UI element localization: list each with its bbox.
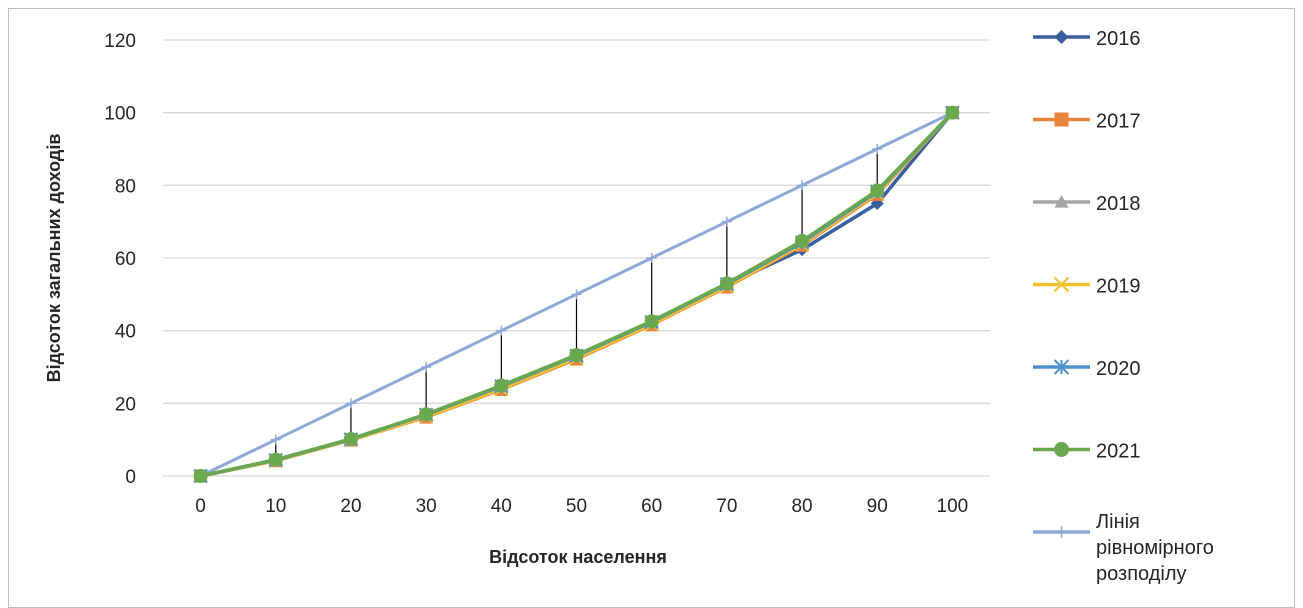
y-tick-label: 40: [115, 322, 136, 343]
y-tick-label: 80: [115, 176, 136, 197]
legend: 2016 2017 2018 2019 2020 2021 Лінія рівномірног…: [1033, 28, 1214, 585]
data-point-marker: [421, 362, 432, 372]
legend-label-line: розподілу: [1096, 563, 1187, 585]
legend-label-line: рівномірного: [1096, 537, 1214, 559]
y-tick-label: 100: [104, 104, 136, 125]
data-point-marker: [721, 216, 732, 227]
series-2021: [193, 105, 960, 483]
gap-lines: [275, 149, 878, 461]
data-point-marker: [1053, 359, 1070, 375]
legend-label: 2019: [1096, 276, 1141, 298]
y-tick-label: 60: [115, 249, 136, 270]
data-point-marker: [1054, 442, 1069, 457]
data-point-marker: [797, 180, 808, 191]
data-point-marker: [569, 348, 584, 363]
data-point-marker: [872, 144, 883, 154]
x-tick-label: 70: [716, 496, 737, 517]
x-tick-label: 30: [416, 496, 437, 517]
legend-item: 2019: [1033, 276, 1141, 298]
y-tick-label: 0: [125, 467, 136, 488]
x-tick-label: 20: [340, 496, 361, 517]
x-tick-label: 10: [265, 496, 286, 517]
data-point-marker: [343, 431, 358, 446]
y-tick-label: 120: [104, 31, 136, 52]
data-point-marker: [494, 378, 509, 393]
legend-label-line: Лінія: [1096, 511, 1140, 533]
legend-item: 2016: [1033, 28, 1141, 50]
legend-label: 2020: [1096, 358, 1141, 380]
data-point-marker: [419, 407, 434, 422]
data-point-marker: [571, 289, 582, 300]
legend-label: 2021: [1096, 441, 1141, 463]
x-tick-label: 40: [491, 496, 512, 517]
data-point-marker: [193, 469, 208, 483]
data-point-marker: [1054, 195, 1069, 208]
data-point-marker: [496, 325, 507, 336]
x-tick-label: 90: [867, 496, 888, 517]
y-tick-labels: 0 20 40 60 80 100 120: [104, 31, 136, 488]
data-point-marker: [644, 314, 659, 329]
lorenz-chart: 0 20 40 60 80 100 120 0 10 20 30 40 50 60 70 80 90 100 В…: [44, 28, 1214, 585]
legend-item: 2018: [1033, 193, 1141, 215]
x-tick-label: 60: [641, 496, 662, 517]
legend-item: 2017: [1033, 111, 1141, 133]
legend-item: Лінія рівномірного розподілу: [1033, 511, 1214, 585]
legend-item: 2021: [1033, 441, 1141, 463]
x-axis-title: Відсоток населення: [489, 547, 667, 567]
y-axis-title: Відсоток загальних доходів: [44, 134, 64, 383]
legend-item: 2020: [1033, 358, 1141, 380]
data-point-marker: [646, 253, 657, 263]
legend-label: Лінія рівномірного розподілу: [1096, 511, 1214, 585]
x-tick-label: 50: [566, 496, 587, 517]
series-lines: [193, 105, 960, 484]
series-лінія-рівномірного-розподілу: [195, 107, 958, 481]
data-point-marker: [270, 434, 281, 445]
x-tick-label: 0: [195, 496, 206, 517]
data-point-marker: [719, 276, 734, 291]
legend-label: 2017: [1096, 111, 1141, 133]
data-point-marker: [1054, 112, 1069, 127]
data-point-marker: [870, 183, 885, 198]
x-tick-label: 100: [937, 496, 969, 517]
x-tick-labels: 0 10 20 30 40 50 60 70 80 90 100: [195, 496, 968, 517]
data-point-marker: [795, 233, 810, 248]
legend-label: 2018: [1096, 193, 1141, 215]
data-point-marker: [945, 105, 960, 120]
data-point-marker: [1055, 526, 1068, 538]
y-tick-label: 20: [115, 394, 136, 415]
grid-lines: [163, 39, 990, 477]
data-point-marker: [1053, 276, 1070, 293]
x-tick-label: 80: [791, 496, 812, 517]
data-point-marker: [345, 398, 356, 409]
data-point-marker: [1054, 30, 1069, 44]
data-point-marker: [268, 452, 283, 467]
legend-label: 2016: [1096, 28, 1141, 50]
